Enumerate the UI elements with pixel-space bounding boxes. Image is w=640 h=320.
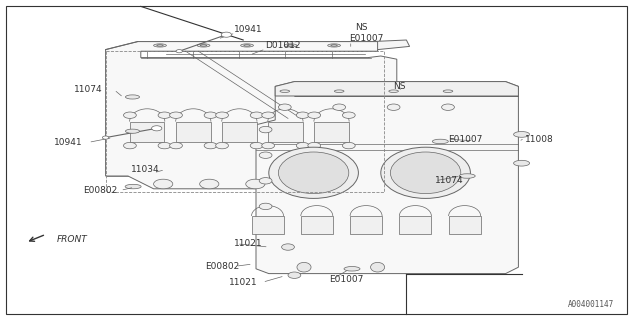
Text: E01007: E01007 <box>330 275 364 284</box>
Polygon shape <box>314 122 349 142</box>
Circle shape <box>250 112 263 118</box>
Circle shape <box>170 112 182 118</box>
Circle shape <box>259 126 272 133</box>
Text: E00802: E00802 <box>205 262 239 271</box>
Ellipse shape <box>460 174 476 178</box>
Text: 11034: 11034 <box>131 165 160 174</box>
Text: 10941: 10941 <box>54 138 83 147</box>
Text: NS: NS <box>355 23 368 32</box>
Circle shape <box>124 142 136 149</box>
Ellipse shape <box>344 267 360 271</box>
Text: 11008: 11008 <box>525 135 554 144</box>
Circle shape <box>204 112 217 118</box>
Text: D01012: D01012 <box>266 41 301 50</box>
Polygon shape <box>138 40 410 51</box>
Polygon shape <box>399 216 431 234</box>
Ellipse shape <box>280 90 290 92</box>
Circle shape <box>259 152 272 158</box>
Circle shape <box>158 112 171 118</box>
Ellipse shape <box>331 45 337 46</box>
Circle shape <box>282 244 294 250</box>
Ellipse shape <box>154 44 166 47</box>
Ellipse shape <box>513 160 529 166</box>
Text: 10941: 10941 <box>234 25 262 34</box>
Circle shape <box>296 142 309 149</box>
Ellipse shape <box>269 147 358 198</box>
Polygon shape <box>275 82 518 96</box>
Circle shape <box>124 112 136 118</box>
Circle shape <box>152 126 162 131</box>
Circle shape <box>259 178 272 184</box>
Ellipse shape <box>125 184 141 189</box>
Circle shape <box>204 142 217 149</box>
Circle shape <box>216 142 228 149</box>
Circle shape <box>342 142 355 149</box>
Circle shape <box>288 272 301 278</box>
Circle shape <box>102 136 109 139</box>
Circle shape <box>176 50 182 53</box>
Ellipse shape <box>513 132 529 137</box>
Circle shape <box>154 179 173 189</box>
Ellipse shape <box>433 139 448 144</box>
Polygon shape <box>350 216 382 234</box>
Polygon shape <box>449 216 481 234</box>
Circle shape <box>216 112 228 118</box>
Ellipse shape <box>157 45 163 46</box>
Polygon shape <box>106 42 397 189</box>
Text: FRONT: FRONT <box>56 235 87 244</box>
Text: E00802: E00802 <box>83 186 118 195</box>
Circle shape <box>342 112 355 118</box>
Ellipse shape <box>125 95 140 99</box>
Circle shape <box>262 112 275 118</box>
Text: 11021: 11021 <box>234 239 262 248</box>
Text: NS: NS <box>394 82 406 91</box>
Text: 11021: 11021 <box>229 278 258 287</box>
Ellipse shape <box>241 44 253 47</box>
Circle shape <box>250 142 263 149</box>
Ellipse shape <box>284 44 297 47</box>
Circle shape <box>296 112 309 118</box>
Polygon shape <box>130 122 164 142</box>
Circle shape <box>200 179 219 189</box>
Ellipse shape <box>278 152 349 194</box>
Ellipse shape <box>390 152 461 194</box>
Circle shape <box>158 142 171 149</box>
Circle shape <box>221 32 232 37</box>
Text: E01007: E01007 <box>349 34 383 43</box>
Ellipse shape <box>125 129 140 133</box>
Circle shape <box>259 203 272 210</box>
Polygon shape <box>256 82 518 274</box>
Polygon shape <box>222 122 257 142</box>
Ellipse shape <box>443 90 453 92</box>
Circle shape <box>442 104 454 110</box>
Ellipse shape <box>335 90 344 92</box>
Text: E01007: E01007 <box>448 135 483 144</box>
Polygon shape <box>176 122 211 142</box>
Ellipse shape <box>297 262 311 272</box>
Polygon shape <box>268 122 303 142</box>
Ellipse shape <box>197 44 210 47</box>
Circle shape <box>387 104 400 110</box>
Ellipse shape <box>381 147 470 198</box>
Polygon shape <box>252 216 284 234</box>
Circle shape <box>262 142 275 149</box>
Circle shape <box>246 179 265 189</box>
Text: 11074: 11074 <box>435 176 464 185</box>
Circle shape <box>278 104 291 110</box>
Ellipse shape <box>388 90 398 92</box>
Text: 11074: 11074 <box>74 85 102 94</box>
Polygon shape <box>301 216 333 234</box>
Text: A004001147: A004001147 <box>568 300 614 309</box>
Ellipse shape <box>371 262 385 272</box>
Ellipse shape <box>328 44 340 47</box>
Ellipse shape <box>244 45 250 46</box>
Circle shape <box>308 112 321 118</box>
Circle shape <box>170 142 182 149</box>
Ellipse shape <box>287 45 294 46</box>
Circle shape <box>308 142 321 149</box>
Circle shape <box>333 104 346 110</box>
Ellipse shape <box>200 45 207 46</box>
Circle shape <box>292 179 311 189</box>
